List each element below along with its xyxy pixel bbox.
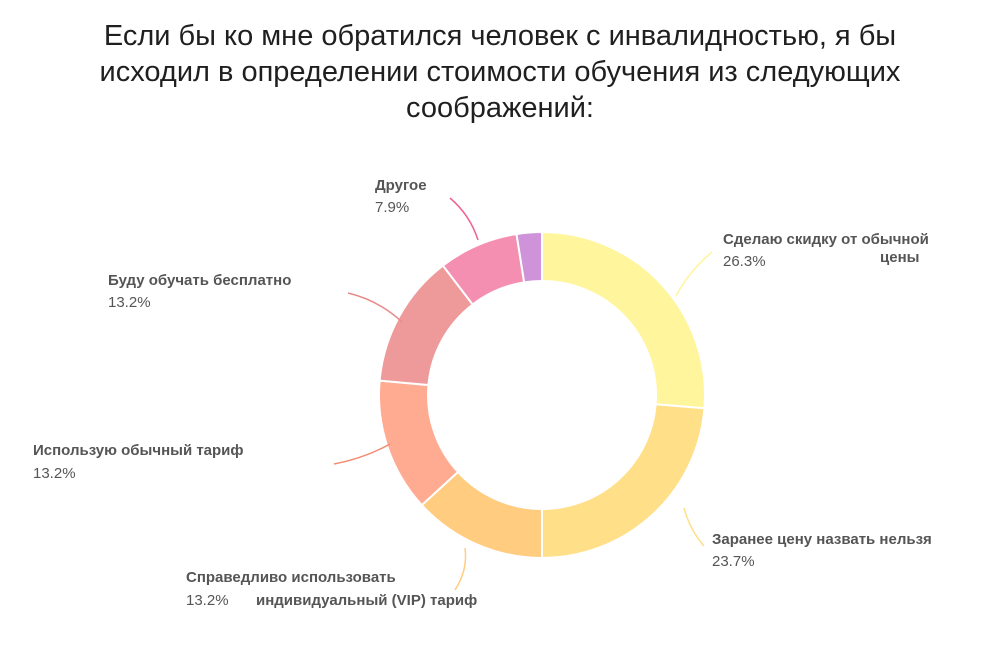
donut-slices xyxy=(378,230,706,560)
slice-label-0-line-0: Сделаю скидку от обычной xyxy=(723,231,929,248)
slice-label-4-line-0: Буду обучать бесплатно xyxy=(108,272,291,289)
chart-title: Если бы ко мне обратился человек с инвал… xyxy=(99,20,901,124)
slice-value-label-3: 13.2% xyxy=(33,465,76,482)
slice-label-0-line-1: цены xyxy=(880,249,919,266)
donut-slice-1 xyxy=(541,403,706,560)
leader-line-2 xyxy=(454,547,467,591)
leader-line-4 xyxy=(347,292,403,323)
leader-line-0 xyxy=(675,251,713,297)
slice-label-3-line-0: Использую обычный тариф xyxy=(33,442,244,459)
slice-label-2-line-1: индивидуальный (VIP) тариф xyxy=(256,592,477,609)
slice-label-2-line-0: Справедливо использовать xyxy=(186,569,396,586)
leader-line-3 xyxy=(333,443,391,465)
slice-value-label-0: 26.3% xyxy=(723,253,766,270)
donut-slice-6 xyxy=(515,230,543,284)
slice-label-1-line-0: Заранее цену назвать нельзя xyxy=(712,531,932,548)
slice-value-label-4: 13.2% xyxy=(108,294,151,311)
slice-label-5-line-0: Другое xyxy=(375,177,427,194)
leader-line-1 xyxy=(683,507,705,547)
leader-line-5 xyxy=(449,197,479,241)
slice-value-label-2: 13.2% xyxy=(186,592,229,609)
slice-value-label-5: 7.9% xyxy=(375,199,409,216)
donut-slice-0 xyxy=(541,230,706,410)
slice-value-label-1: 23.7% xyxy=(712,553,755,570)
leader-lines xyxy=(333,197,713,591)
